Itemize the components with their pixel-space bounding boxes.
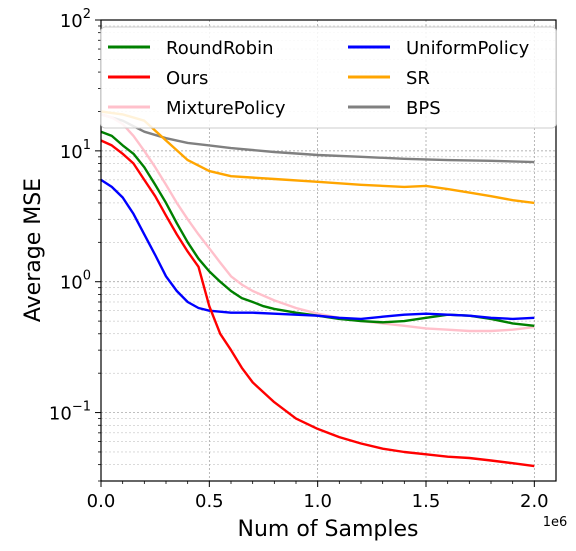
y-tick-label: 100 — [60, 269, 91, 294]
series-line-uniformpolicy — [100, 178, 535, 321]
y-axis-label: Average MSE — [21, 178, 46, 322]
x-tick-label: 0.5 — [195, 491, 224, 512]
legend-label-mixturepolicy: MixturePolicy — [166, 98, 286, 119]
legend-label-roundrobin: RoundRobin — [166, 38, 274, 59]
series-line-ours — [100, 139, 535, 468]
x-tick-label: 1.5 — [412, 491, 441, 512]
plot-frame — [100, 19, 557, 482]
series-line-mixturepolicy — [100, 113, 535, 333]
x-offset-label: 1e6 — [543, 515, 568, 530]
ticks: 0.0 0.5 1.0 1.5 2.0 10−1 100 101 102 — [49, 7, 549, 512]
y-tick-label: 101 — [60, 138, 91, 163]
x-tick-label: 1.0 — [303, 491, 332, 512]
series-line-bps — [100, 113, 535, 164]
legend-box — [100, 26, 557, 129]
y-tick-label: 102 — [60, 7, 91, 32]
x-tick-label: 0.0 — [87, 491, 116, 512]
series-line-sr — [100, 110, 535, 205]
series-group — [100, 110, 535, 468]
legend-label-bps: BPS — [406, 98, 441, 119]
legend: RoundRobin Ours MixturePolicy UniformPolicy… — [100, 26, 557, 129]
x-axis-label: Num of Samples — [238, 517, 419, 542]
x-tick-label: 2.0 — [520, 491, 549, 512]
legend-label-sr: SR — [406, 68, 430, 89]
legend-label-ours: Ours — [166, 68, 208, 89]
y-tick-label: 10−1 — [49, 400, 91, 425]
legend-label-uniformpolicy: UniformPolicy — [406, 38, 530, 59]
series-line-roundrobin — [100, 130, 535, 327]
